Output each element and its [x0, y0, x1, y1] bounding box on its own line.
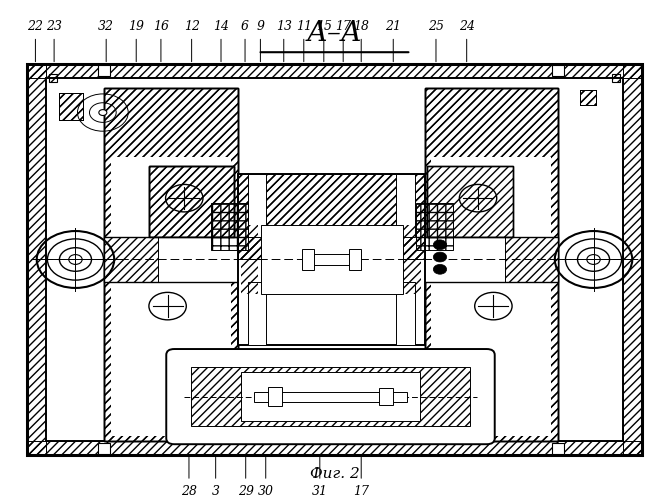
Text: 15: 15 [316, 20, 332, 32]
Circle shape [434, 264, 447, 274]
Bar [237, 174, 425, 260]
Bar [396, 282, 415, 346]
Bar [427, 166, 513, 238]
Text: 19: 19 [128, 20, 145, 32]
Bar [248, 282, 266, 346]
Bar [425, 88, 558, 441]
Circle shape [99, 110, 107, 116]
Bar [396, 174, 415, 238]
Bar [403, 225, 421, 294]
Text: 16: 16 [153, 20, 169, 32]
Text: 12: 12 [183, 20, 199, 32]
Bar [427, 166, 513, 238]
Bar [504, 238, 558, 282]
Bar [237, 174, 425, 260]
Text: 23: 23 [46, 20, 62, 32]
Bar [149, 166, 234, 238]
Bar [237, 174, 425, 260]
Bar [248, 174, 266, 238]
Text: 17: 17 [335, 20, 351, 32]
Bar [27, 64, 46, 454]
Text: 17: 17 [353, 485, 369, 498]
Bar [416, 203, 453, 250]
Bar [50, 74, 58, 82]
Bar [425, 88, 558, 441]
Text: 18: 18 [353, 20, 369, 32]
Bar [104, 238, 558, 282]
Text: 9: 9 [256, 20, 264, 32]
Text: 6: 6 [241, 20, 249, 32]
Circle shape [434, 240, 447, 250]
Bar [191, 367, 470, 426]
Bar [149, 166, 234, 238]
Bar [104, 88, 237, 441]
Text: 25: 25 [428, 20, 444, 32]
Bar [579, 90, 596, 105]
Bar [254, 392, 407, 402]
Bar [27, 64, 642, 78]
Bar [60, 93, 83, 120]
Text: 32: 32 [98, 20, 114, 32]
Text: 29: 29 [237, 485, 254, 498]
Bar [261, 225, 403, 294]
Bar [379, 388, 393, 406]
Text: Фиг. 2: Фиг. 2 [310, 468, 359, 481]
Bar [149, 166, 234, 238]
Bar [46, 78, 623, 441]
Text: 3: 3 [211, 485, 219, 498]
Bar [98, 443, 110, 454]
Text: А–А: А–А [306, 20, 363, 48]
Bar [552, 443, 564, 454]
Bar [579, 90, 596, 105]
Bar [60, 93, 83, 120]
Bar [623, 64, 642, 454]
Circle shape [434, 252, 447, 262]
Bar [579, 90, 596, 105]
Text: 11: 11 [296, 20, 312, 32]
Text: 14: 14 [213, 20, 229, 32]
Bar [98, 65, 110, 76]
Bar [27, 64, 642, 454]
Bar [104, 238, 158, 282]
Bar [425, 88, 558, 441]
Bar [425, 88, 558, 441]
Text: 31: 31 [312, 485, 328, 498]
Bar [268, 387, 282, 406]
Bar [60, 93, 83, 120]
Bar [111, 156, 231, 436]
Bar [579, 90, 596, 105]
Bar [432, 156, 551, 436]
Text: 21: 21 [385, 20, 401, 32]
Bar [211, 203, 248, 250]
Bar [104, 88, 237, 441]
Bar [60, 93, 83, 120]
Bar [302, 248, 314, 270]
Text: 30: 30 [258, 485, 274, 498]
Bar [241, 225, 258, 294]
Bar [427, 166, 513, 238]
Bar [27, 441, 642, 454]
Bar [149, 166, 234, 238]
Text: 13: 13 [276, 20, 292, 32]
Bar [306, 254, 360, 266]
Bar [237, 174, 425, 346]
Text: 22: 22 [27, 20, 43, 32]
FancyBboxPatch shape [167, 349, 495, 444]
Bar [104, 88, 237, 441]
Bar [241, 372, 420, 421]
Bar [611, 74, 619, 82]
Text: 24: 24 [459, 20, 475, 32]
Bar [349, 248, 361, 270]
Bar [552, 65, 564, 76]
Bar [104, 88, 237, 441]
Text: 28: 28 [181, 485, 197, 498]
